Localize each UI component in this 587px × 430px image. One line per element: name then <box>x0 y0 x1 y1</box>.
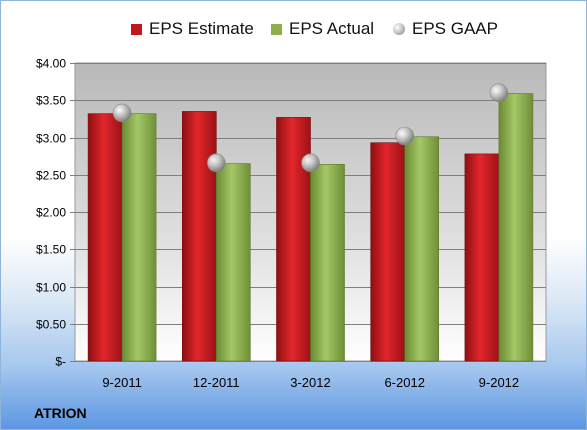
y-tick-label: $0.50 <box>36 318 66 332</box>
legend-swatch-eps-estimate <box>131 23 142 35</box>
point-eps-gaap <box>395 126 415 146</box>
y-tick-label: $2.50 <box>36 169 66 183</box>
bar-eps-actual <box>404 136 440 362</box>
legend-label-eps-gaap: EPS GAAP <box>412 19 498 38</box>
y-tick-label: $- <box>55 355 66 369</box>
y-tick-label: $2.00 <box>36 206 66 220</box>
y-tick-label: $4.00 <box>36 57 66 71</box>
x-tick-label: 6-2012 <box>384 375 424 390</box>
legend-item-eps-estimate: EPS Estimate <box>131 19 254 39</box>
y-tick-label: $3.50 <box>36 94 66 108</box>
bar-eps-estimate <box>464 153 500 362</box>
legend-marker-eps-gaap <box>393 23 405 35</box>
bar-eps-estimate <box>276 117 311 362</box>
bar-eps-estimate <box>87 113 123 362</box>
legend-label-eps-estimate: EPS Estimate <box>149 19 254 38</box>
x-tick-label: 12-2011 <box>193 375 240 390</box>
bar-eps-estimate <box>182 111 217 362</box>
legend-item-eps-gaap: EPS GAAP <box>393 19 498 39</box>
bar-eps-actual <box>121 113 157 362</box>
x-tick-label: 9-2011 <box>102 375 142 390</box>
point-eps-gaap <box>489 83 509 103</box>
x-tick-label: 3-2012 <box>290 375 330 390</box>
bar-eps-actual <box>498 93 534 362</box>
y-tick-label: $1.00 <box>36 281 66 295</box>
point-eps-gaap <box>112 103 132 123</box>
legend-label-eps-actual: EPS Actual <box>289 19 375 38</box>
legend-swatch-eps-actual <box>271 23 282 35</box>
x-tick-label: 9-2012 <box>479 375 519 390</box>
y-tick-label: $3.00 <box>36 132 66 146</box>
company-label: ATRION <box>34 405 87 421</box>
bar-eps-actual <box>216 163 251 362</box>
chart-legend: EPS Estimate EPS Actual EPS GAAP <box>1 19 586 41</box>
point-eps-gaap <box>207 153 226 173</box>
legend-item-eps-actual: EPS Actual <box>271 19 374 39</box>
bar-eps-estimate <box>370 142 406 362</box>
bar-eps-actual <box>310 164 345 362</box>
y-tick-label: $1.50 <box>36 243 66 257</box>
point-eps-gaap <box>301 153 320 173</box>
